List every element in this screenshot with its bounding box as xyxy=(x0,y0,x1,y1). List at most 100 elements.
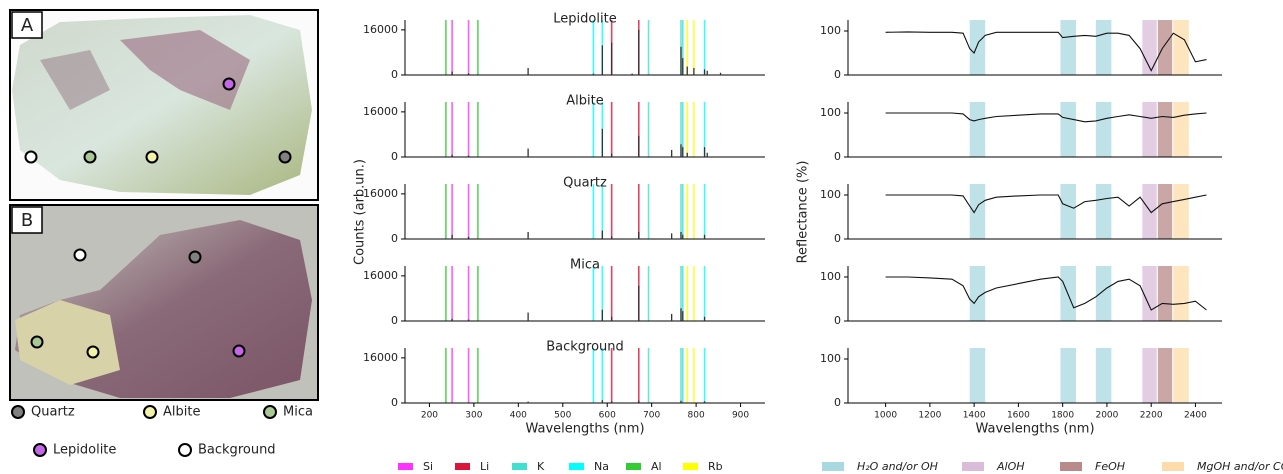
y-tick-label: 0 xyxy=(391,396,398,409)
absorption-band xyxy=(1157,266,1173,321)
legend-label: Background xyxy=(198,443,276,458)
y-tick-label: 0 xyxy=(391,150,398,163)
legend-swatch xyxy=(1060,462,1082,471)
x-tick-label: 300 xyxy=(465,411,482,421)
legend-swatch xyxy=(455,463,470,470)
absorption-band xyxy=(1173,20,1189,75)
legend-swatch xyxy=(962,462,984,471)
absorption-band xyxy=(969,184,986,239)
legend-label: Na xyxy=(594,460,609,473)
sample-point xyxy=(24,150,38,164)
sample-point xyxy=(86,345,100,359)
x-tick-label: 700 xyxy=(643,411,660,421)
legend-swatch xyxy=(398,463,413,470)
x-tick-label: 200 xyxy=(421,411,438,421)
legend-swatch xyxy=(512,463,527,470)
x-tick-label: 2200 xyxy=(1140,411,1163,421)
x-tick-label: 800 xyxy=(688,411,705,421)
reflectance-line xyxy=(885,112,1207,123)
panel-label: B xyxy=(21,210,33,231)
legend-swatch xyxy=(1162,462,1184,471)
y-tick-label: 16000 xyxy=(363,351,398,364)
legend-marker xyxy=(33,443,47,457)
sample-point xyxy=(73,248,87,262)
legend-label: Quartz xyxy=(31,405,75,420)
chart-title: Albite xyxy=(566,94,603,109)
sample-point xyxy=(83,150,97,164)
y-tick-label: 100 xyxy=(820,188,841,201)
reflectance-line xyxy=(885,31,1207,72)
absorption-band xyxy=(1157,184,1173,239)
y-tick-label: 100 xyxy=(820,270,841,283)
x-tick-label: 2400 xyxy=(1184,411,1207,421)
reflectance-line xyxy=(885,194,1207,214)
y-tick-label: 0 xyxy=(391,232,398,245)
x-tick-label: 1600 xyxy=(1007,411,1030,421)
sample-point xyxy=(278,150,292,164)
photo-b: B xyxy=(9,204,319,401)
absorption-band xyxy=(1060,102,1076,157)
absorption-band xyxy=(969,348,986,403)
legend-marker xyxy=(11,405,25,419)
legend-label: AlOH xyxy=(996,460,1025,473)
x-tick-label: 500 xyxy=(554,411,571,421)
reflectance-line xyxy=(885,276,1207,311)
absorption-band xyxy=(1142,102,1157,157)
y-tick-label: 0 xyxy=(834,150,841,163)
x-tick-label: 1000 xyxy=(874,411,897,421)
y-tick-label: 0 xyxy=(391,314,398,327)
y-tick-label: 0 xyxy=(834,314,841,327)
legend-swatch xyxy=(569,463,584,470)
absorption-band xyxy=(1173,266,1189,321)
absorption-band xyxy=(1060,184,1076,239)
y-tick-label: 100 xyxy=(820,352,841,365)
y-tick-label: 16000 xyxy=(363,105,398,118)
y-tick-label: 0 xyxy=(834,68,841,81)
legend-swatch xyxy=(626,463,641,470)
absorption-band xyxy=(1157,348,1173,403)
chart-title: Mica xyxy=(570,258,600,273)
legend-label: Rb xyxy=(708,460,723,473)
absorption-band xyxy=(1095,266,1112,321)
sample-point xyxy=(188,250,202,264)
absorption-band xyxy=(969,102,986,157)
y-tick-label: 100 xyxy=(820,106,841,119)
y-tick-label: 16000 xyxy=(363,187,398,200)
y-axis-label: Counts (arb.un.) xyxy=(353,159,368,265)
legend-marker xyxy=(263,405,277,419)
x-tick-label: 2000 xyxy=(1095,411,1118,421)
legend-label: Albite xyxy=(163,405,200,420)
x-tick-label: 1800 xyxy=(1051,411,1074,421)
y-axis-label: Reflectance (%) xyxy=(796,161,811,264)
x-tick-label: 900 xyxy=(732,411,749,421)
legend-label: H₂O and/or OH xyxy=(857,460,938,473)
sample-point xyxy=(30,335,44,349)
y-tick-label: 16000 xyxy=(363,269,398,282)
absorption-band xyxy=(1060,20,1076,75)
legend-label: Si xyxy=(423,460,433,473)
legend-label: Mica xyxy=(283,405,313,420)
legend-marker xyxy=(178,443,192,457)
absorption-band xyxy=(1157,20,1173,75)
absorption-band xyxy=(969,20,986,75)
sample-point xyxy=(145,150,159,164)
x-tick-label: 600 xyxy=(599,411,616,421)
absorption-band xyxy=(1157,102,1173,157)
legend-label: Li xyxy=(480,460,489,473)
legend-label: FeOH xyxy=(1095,460,1125,473)
legend-label: Lepidolite xyxy=(53,443,116,458)
y-tick-label: 0 xyxy=(391,68,398,81)
absorption-band xyxy=(969,266,986,321)
y-tick-label: 0 xyxy=(834,396,841,409)
absorption-band xyxy=(1142,266,1157,321)
x-axis-label: Wavelengths (nm) xyxy=(975,422,1094,437)
absorption-band xyxy=(1095,184,1112,239)
x-tick-label: 1400 xyxy=(963,411,986,421)
absorption-band xyxy=(1173,348,1189,403)
y-tick-label: 16000 xyxy=(363,23,398,36)
legend-swatch xyxy=(822,462,844,471)
legend-label: MgOH and/or CO₃ xyxy=(1197,460,1283,473)
sample-point xyxy=(222,77,236,91)
absorption-band xyxy=(1173,102,1189,157)
